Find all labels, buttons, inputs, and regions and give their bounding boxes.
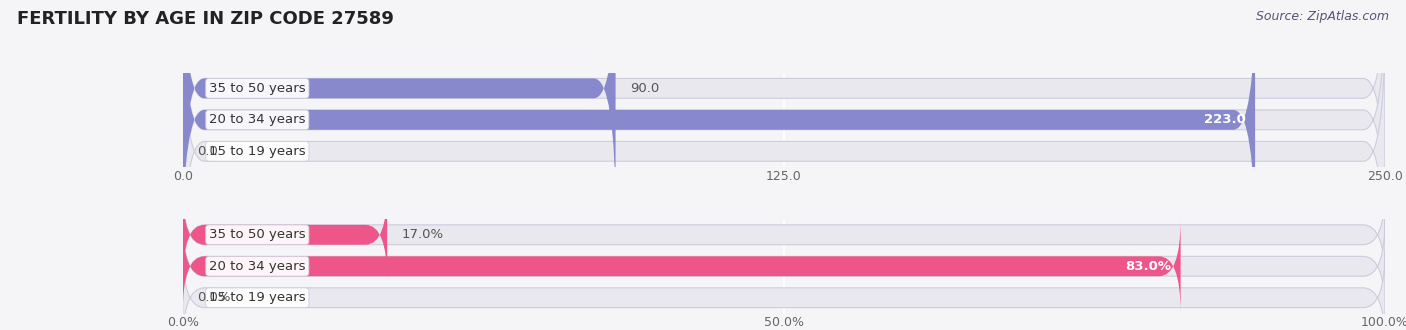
- FancyBboxPatch shape: [183, 0, 1256, 251]
- Text: 20 to 34 years: 20 to 34 years: [209, 113, 305, 126]
- FancyBboxPatch shape: [183, 0, 616, 220]
- FancyBboxPatch shape: [183, 219, 1385, 313]
- Text: 83.0%: 83.0%: [1125, 260, 1171, 273]
- FancyBboxPatch shape: [183, 251, 1385, 330]
- FancyBboxPatch shape: [183, 219, 1181, 313]
- Text: 15 to 19 years: 15 to 19 years: [209, 291, 305, 304]
- FancyBboxPatch shape: [183, 19, 1385, 283]
- FancyBboxPatch shape: [183, 188, 1385, 281]
- Text: 0.0: 0.0: [197, 145, 218, 158]
- Text: Source: ZipAtlas.com: Source: ZipAtlas.com: [1256, 10, 1389, 23]
- Text: FERTILITY BY AGE IN ZIP CODE 27589: FERTILITY BY AGE IN ZIP CODE 27589: [17, 10, 394, 28]
- Text: 0.0%: 0.0%: [197, 291, 231, 304]
- FancyBboxPatch shape: [183, 188, 387, 281]
- Text: 15 to 19 years: 15 to 19 years: [209, 145, 305, 158]
- Text: 20 to 34 years: 20 to 34 years: [209, 260, 305, 273]
- Text: 35 to 50 years: 35 to 50 years: [209, 228, 305, 241]
- Text: 223.0: 223.0: [1204, 113, 1246, 126]
- Text: 17.0%: 17.0%: [402, 228, 444, 241]
- Text: 90.0: 90.0: [630, 82, 659, 95]
- Text: 35 to 50 years: 35 to 50 years: [209, 82, 305, 95]
- FancyBboxPatch shape: [183, 0, 1385, 220]
- FancyBboxPatch shape: [183, 0, 1385, 251]
